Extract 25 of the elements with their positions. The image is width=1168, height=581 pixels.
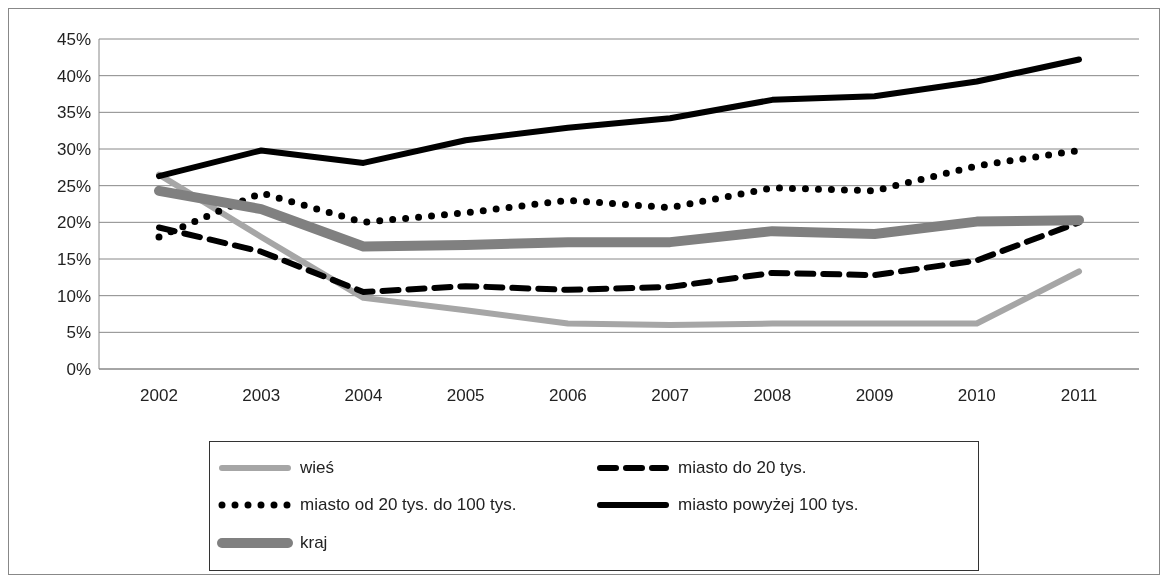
y-tick-label: 40% <box>56 66 91 86</box>
y-tick-label: 35% <box>56 103 91 123</box>
x-tick-label: 2009 <box>855 386 894 406</box>
x-tick-label: 2011 <box>1060 386 1098 406</box>
y-tick-label: 15% <box>56 250 91 270</box>
legend-label: miasto do 20 tys. <box>678 458 807 478</box>
x-tick-label: 2010 <box>957 386 996 406</box>
x-tick-label: 2005 <box>446 386 485 406</box>
legend-label: wieś <box>300 458 335 478</box>
y-tick-label: 0% <box>66 360 91 380</box>
y-tick-label: 20% <box>56 213 91 233</box>
x-tick-label: 2006 <box>548 386 587 406</box>
y-tick-label: 25% <box>56 176 91 196</box>
y-tick-label: 30% <box>56 140 91 160</box>
legend-label: miasto od 20 tys. do 100 tys. <box>300 495 517 516</box>
x-tick-label: 2002 <box>140 386 178 406</box>
y-tick-label: 45% <box>56 30 91 50</box>
x-tick-label: 2003 <box>242 386 281 406</box>
x-tick-label: 2004 <box>344 386 383 406</box>
legend-label: kraj <box>300 532 328 553</box>
legend-label: miasto powyżej 100 tys. <box>678 495 859 516</box>
x-tick-label: 2007 <box>651 386 690 406</box>
x-tick-label: 2008 <box>753 386 792 406</box>
y-tick-label: 5% <box>66 323 91 343</box>
y-tick-label: 10% <box>56 286 91 306</box>
